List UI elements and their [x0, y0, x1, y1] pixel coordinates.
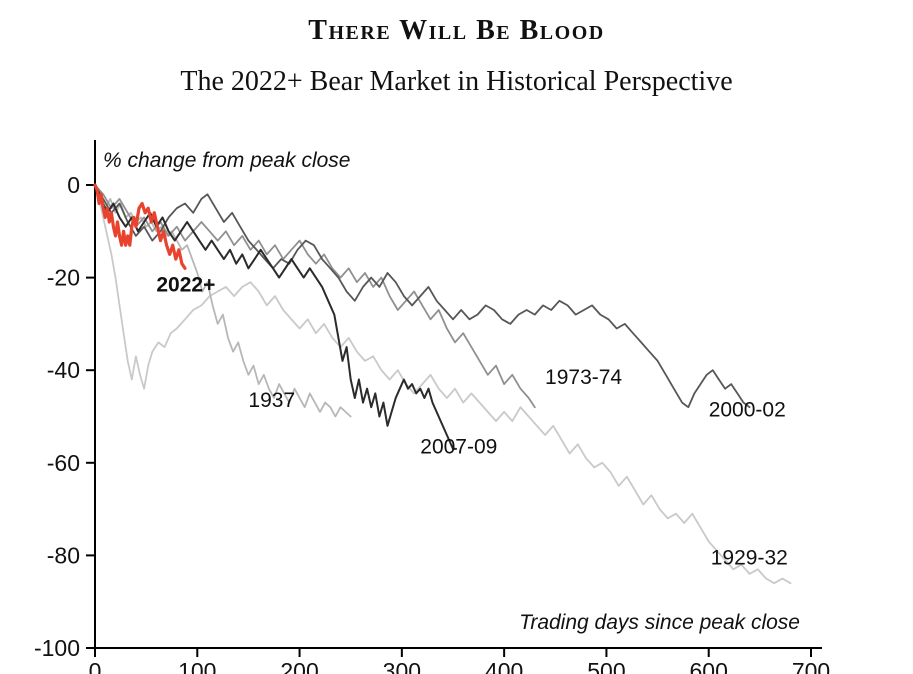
x-tick-label: 200	[280, 658, 318, 674]
y-tick-label: -100	[34, 635, 80, 661]
chart-subtitle: The 2022+ Bear Market in Historical Pers…	[180, 66, 733, 97]
y-tick-label: 0	[67, 172, 80, 198]
y-tick-label: -40	[47, 357, 80, 383]
series-line-2007-09	[94, 184, 458, 450]
series-line-2000-02	[94, 184, 751, 409]
x-tick-label: 300	[383, 658, 421, 674]
chart-title: There Will Be Blood	[308, 15, 605, 46]
series-label-2000-02: 2000-02	[709, 399, 786, 422]
y-tick-label: -60	[47, 450, 80, 476]
y-axis-caption: % change from peak close	[103, 149, 350, 172]
x-tick-label: 400	[485, 658, 523, 674]
series-label-2022-plus: 2022+	[156, 273, 215, 296]
series-label-1929-32: 1929-32	[711, 547, 788, 570]
y-tick-label: -20	[47, 265, 80, 291]
series-line-1929-32	[94, 184, 792, 585]
y-tick-label: -80	[47, 542, 80, 568]
x-tick-label: 100	[178, 658, 216, 674]
series-label-1973-74: 1973-74	[545, 366, 622, 389]
series-line-1973-74	[94, 184, 536, 409]
x-tick-label: 700	[792, 658, 830, 674]
series-label-1937: 1937	[248, 389, 295, 412]
series-label-2007-09: 2007-09	[420, 436, 497, 459]
x-tick-label: 0	[89, 658, 102, 674]
x-tick-label: 500	[587, 658, 625, 674]
x-axis-caption: Trading days since peak close	[519, 611, 800, 634]
x-tick-label: 600	[690, 658, 728, 674]
series-line-2022-plus	[93, 183, 187, 270]
